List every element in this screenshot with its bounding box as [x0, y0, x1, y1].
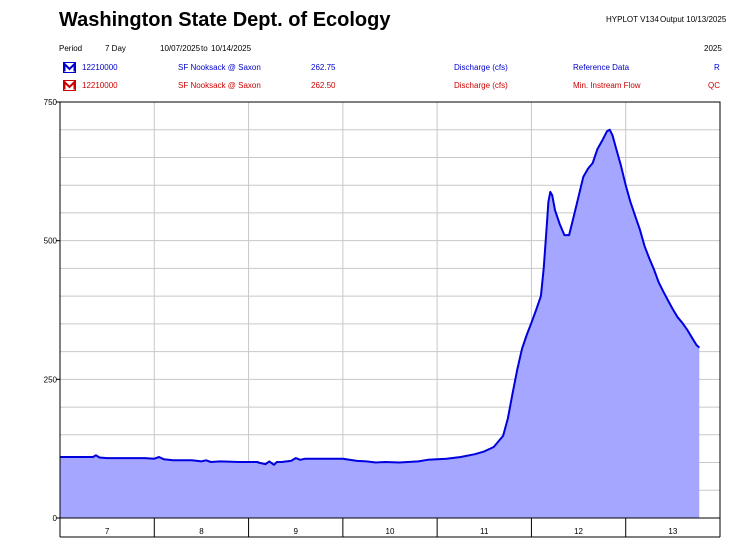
legend-parameter: Discharge (cfs)	[454, 81, 508, 90]
plot-frame	[59, 101, 721, 519]
x-tick-label: 8	[199, 527, 204, 536]
x-tick-label: 12	[574, 527, 583, 536]
legend-flag: QC	[708, 81, 720, 90]
legend-value: 262.50	[311, 81, 336, 90]
date-from: 10/07/2025	[160, 44, 201, 53]
legend-parameter: Discharge (cfs)	[454, 63, 508, 72]
x-tick-label: 7	[105, 527, 110, 536]
legend-station-id: 12210000	[82, 81, 118, 90]
x-tick-label: 13	[668, 527, 677, 536]
legend-swatch-red-icon	[63, 80, 76, 91]
legend-station-name: SF Nooksack @ Saxon	[178, 63, 261, 72]
legend-dataset: Min. Instream Flow	[573, 81, 641, 90]
date-separator: to	[201, 44, 208, 53]
x-tick-label: 10	[386, 527, 395, 536]
x-tick-label: 11	[480, 527, 489, 536]
output-date: Output 10/13/2025	[660, 15, 727, 24]
discharge-area	[60, 129, 700, 518]
y-tick-label: 250	[44, 375, 58, 384]
y-tick-label: 750	[44, 98, 58, 107]
legend-dataset: Reference Data	[573, 63, 630, 72]
y-tick-label: 500	[44, 237, 58, 246]
discharge-series-line	[60, 128, 700, 466]
page-title: Washington State Dept. of Ecology	[59, 9, 391, 31]
legend-flag: R	[714, 63, 720, 72]
period-value: 7 Day	[105, 44, 126, 53]
hyplot-version: HYPLOT V134	[606, 15, 659, 24]
legend-value: 262.75	[311, 63, 336, 72]
legend-swatch-blue-icon	[63, 62, 76, 73]
legend-station-name: SF Nooksack @ Saxon	[178, 81, 261, 90]
date-to: 10/14/2025	[211, 44, 252, 53]
year-label: 2025	[704, 44, 722, 53]
period-label: Period	[59, 44, 83, 53]
legend-station-id: 12210000	[82, 63, 118, 72]
y-tick-label: 0	[53, 514, 58, 523]
x-tick-label: 9	[293, 527, 298, 536]
